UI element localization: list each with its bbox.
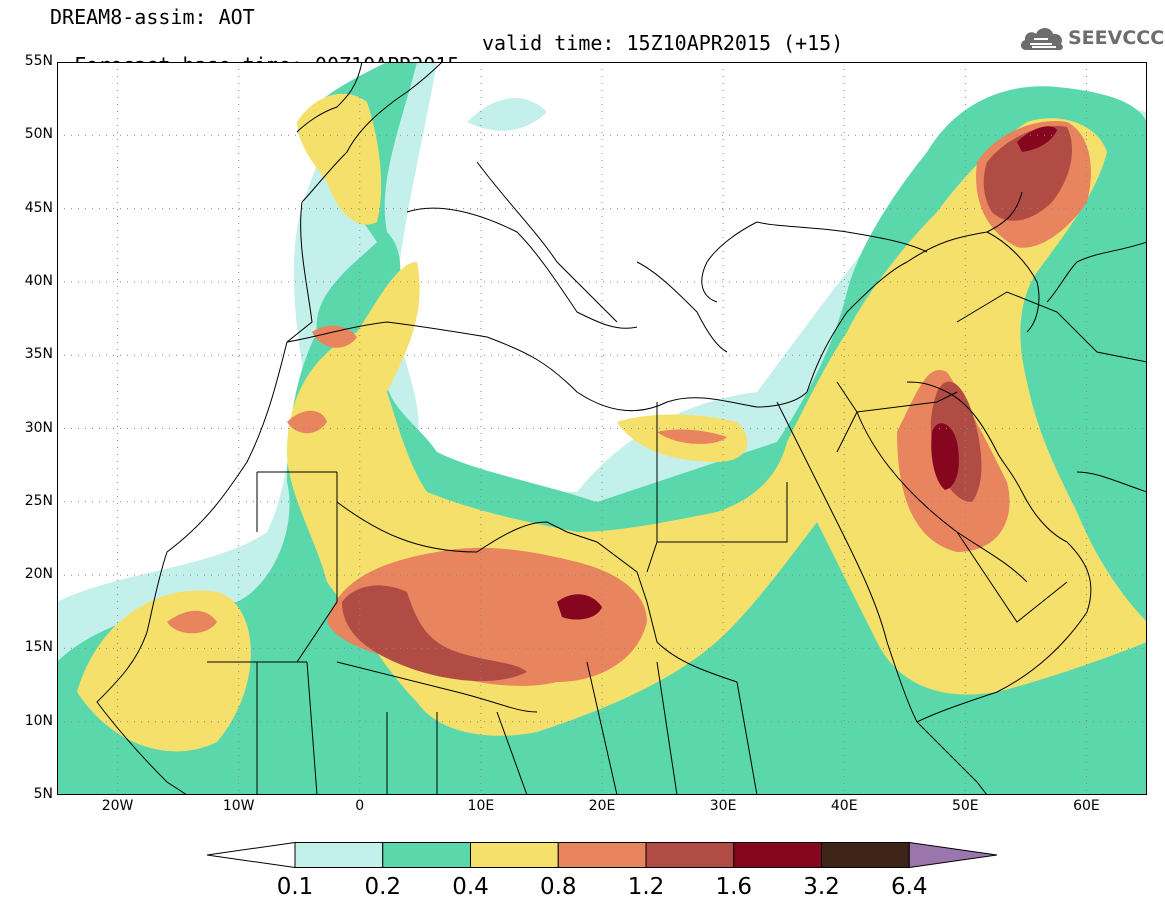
logo-text: SEEVCCC <box>1068 27 1165 49</box>
colorbar-segment <box>733 842 822 868</box>
lat-label: 50N <box>24 126 53 143</box>
coastlines <box>96 62 1147 795</box>
lat-label: 5N <box>33 786 53 802</box>
colorbar-label: 0.4 <box>452 874 489 900</box>
colorbar-low-triangle <box>206 841 296 869</box>
seevccc-logo: SEEVCCC <box>1018 20 1164 58</box>
lon-label: 20W <box>101 798 134 814</box>
lon-label: 0 <box>355 798 365 814</box>
lat-label: 20N <box>24 566 53 583</box>
colorbar-label: 0.1 <box>276 874 314 900</box>
colorbar-segment <box>645 842 735 868</box>
aot-map <box>57 62 1147 795</box>
colorbar-segment <box>557 842 647 868</box>
colorbar-label: 0.8 <box>539 874 577 900</box>
colorbar-label: 0.2 <box>364 874 402 900</box>
colorbar-high-triangle <box>908 841 998 869</box>
map-title: DREAM8-assim: AOT <box>50 5 255 29</box>
colorbar-segment <box>294 842 384 868</box>
cloud-icon <box>1018 22 1066 58</box>
aot-level-1.6 <box>557 126 1057 620</box>
colorbar-segment <box>382 842 471 868</box>
lon-label: 60E <box>1073 798 1100 814</box>
colorbar-label: 3.2 <box>803 874 840 900</box>
colorbar-label: 1.2 <box>627 874 665 900</box>
lat-label: 45N <box>24 199 53 216</box>
lon-label: 40E <box>830 798 858 814</box>
lat-label: 15N <box>24 639 53 656</box>
colorbar-segment <box>821 842 910 868</box>
lat-label: 35N <box>24 346 53 363</box>
colorbar-label: 1.6 <box>715 874 753 900</box>
colorbar-label: 6.4 <box>890 874 928 900</box>
lat-label: 40N <box>24 272 53 289</box>
lon-label: 20E <box>588 798 616 814</box>
lon-label: 50E <box>951 798 979 814</box>
colorbar <box>206 841 998 869</box>
valid-time: valid time: 15Z10APR2015 (+15) <box>482 31 844 55</box>
lat-label: 25N <box>24 492 53 509</box>
lat-label: 30N <box>24 419 53 436</box>
colorbar-segment <box>470 842 559 868</box>
lon-label: 10W <box>222 798 255 814</box>
lat-label: 10N <box>24 712 53 729</box>
lon-label: 30E <box>709 798 737 814</box>
lon-label: 10E <box>467 798 495 814</box>
lat-label: 55N <box>24 53 53 69</box>
